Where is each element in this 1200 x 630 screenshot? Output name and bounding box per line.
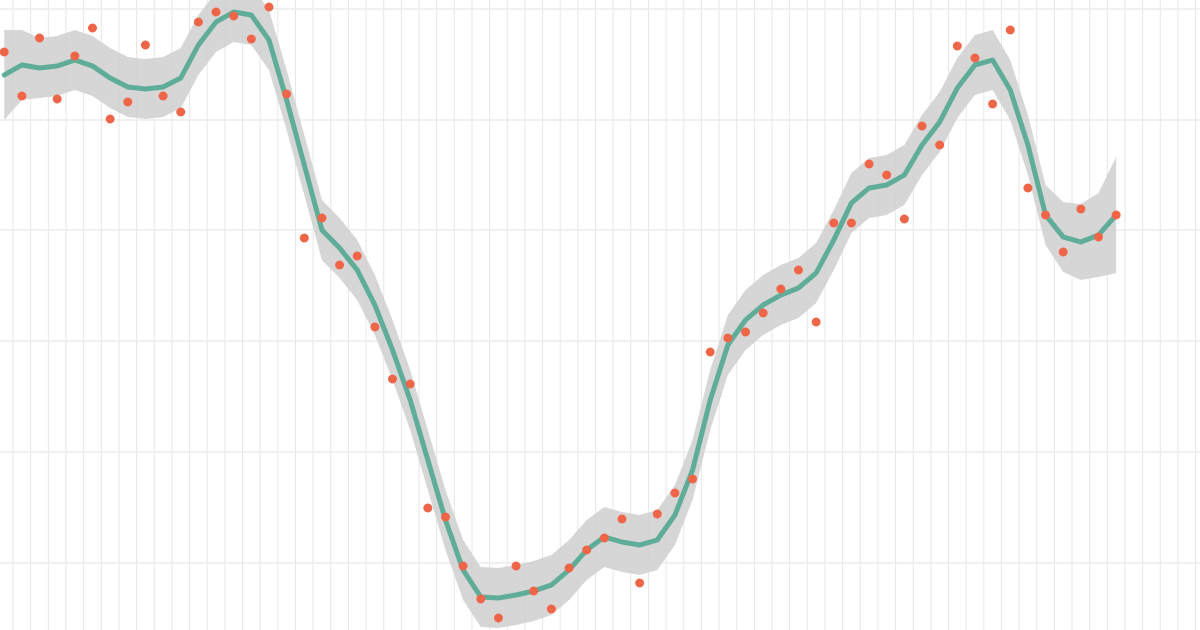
data-point [793, 265, 803, 275]
data-point [370, 322, 380, 332]
data-point [282, 89, 292, 99]
data-point [723, 333, 733, 343]
data-point [988, 99, 998, 109]
data-point [299, 233, 309, 243]
data-point [458, 561, 468, 571]
data-point [758, 308, 768, 318]
data-point [652, 509, 662, 519]
data-point [776, 284, 786, 294]
data-point [529, 586, 539, 596]
data-point [317, 213, 327, 223]
data-point [617, 514, 627, 524]
data-point [935, 140, 945, 150]
data-point [1076, 204, 1086, 214]
data-point [335, 260, 345, 270]
data-point [899, 214, 909, 224]
data-point [635, 578, 645, 588]
data-point [246, 34, 256, 44]
data-point [176, 107, 186, 117]
data-point [511, 561, 521, 571]
data-point [1094, 232, 1104, 242]
data-point [688, 474, 698, 484]
data-point [423, 503, 433, 513]
data-point [811, 317, 821, 327]
data-point [882, 170, 892, 180]
data-point [599, 533, 609, 543]
data-point [388, 374, 398, 384]
data-point [87, 23, 97, 33]
data-point [846, 218, 856, 228]
data-point [1111, 210, 1121, 220]
data-point [917, 121, 927, 131]
data-point [476, 594, 486, 604]
data-point [0, 47, 9, 57]
data-point [52, 94, 62, 104]
data-point [229, 11, 239, 21]
data-point [440, 512, 450, 522]
data-point [705, 347, 715, 357]
data-point [1023, 183, 1033, 193]
fit-line [1, 9, 1119, 601]
data-point [35, 33, 45, 43]
data-point [670, 488, 680, 498]
data-point [493, 613, 503, 623]
data-point [211, 7, 221, 17]
data-point [1041, 210, 1051, 220]
data-point [582, 545, 592, 555]
data-point [864, 159, 874, 169]
data-point [1005, 25, 1015, 35]
data-point [829, 218, 839, 228]
data-point [140, 40, 150, 50]
data-point [264, 2, 274, 12]
data-point [405, 379, 415, 389]
data-point [952, 41, 962, 51]
data-point [352, 251, 362, 261]
data-point [70, 51, 80, 61]
data-point [564, 563, 574, 573]
confidence-band [4, 0, 1117, 628]
data-point [970, 53, 980, 63]
data-point [193, 17, 203, 27]
data-point [741, 327, 751, 337]
data-point [546, 604, 556, 614]
data-point [17, 91, 27, 101]
data-point [123, 97, 133, 107]
data-point [158, 91, 168, 101]
data-point [1058, 247, 1068, 257]
data-point [105, 114, 115, 124]
